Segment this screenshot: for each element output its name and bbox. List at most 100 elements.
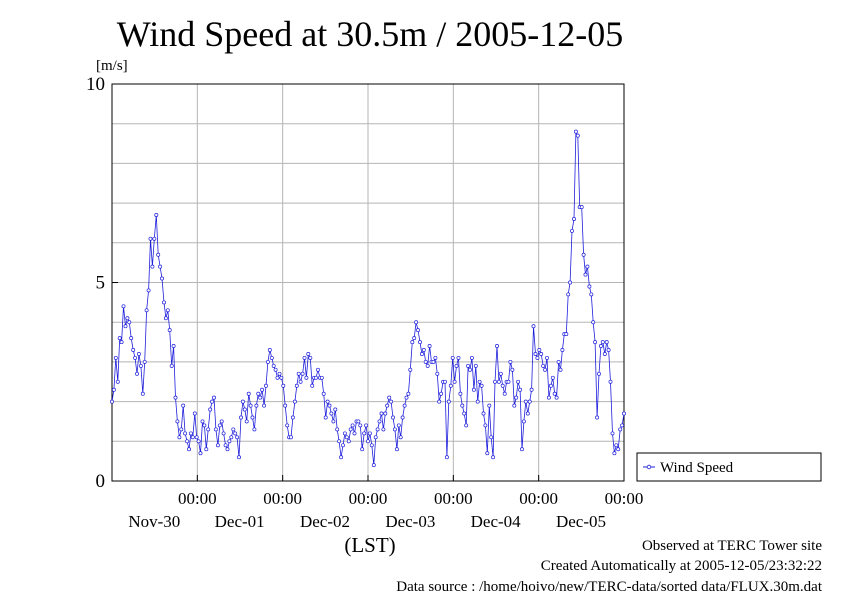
data-point [423,359,428,364]
x-tick-time-label: 00:00 [263,489,302,508]
data-point [462,411,467,416]
x-tick-time-label: 00:00 [349,489,388,508]
data-point [281,383,286,388]
data-point [308,355,313,360]
y-tick-label: 5 [96,273,106,294]
data-point [344,435,349,440]
data-point [267,348,272,352]
data-point [444,455,449,460]
data-point [502,391,507,396]
data-point [521,419,526,424]
data-point [289,435,293,440]
data-point [400,415,405,420]
x-tick-time-label: 00:00 [605,489,644,508]
data-point [333,407,338,412]
data-point [564,332,569,337]
data-point [329,411,334,416]
data-point [283,403,288,408]
data-point [233,431,238,436]
data-point [269,355,274,360]
data-point [223,443,228,448]
data-point [602,352,607,356]
data-point [581,252,586,257]
data-point [356,419,361,424]
data-point [446,399,451,404]
data-point [566,292,571,297]
data-point [545,355,549,360]
data-point [418,340,422,345]
data-point [300,371,305,376]
data-point [506,379,511,384]
data-point [610,431,615,436]
x-tick-date-label: Dec-05 [556,512,606,531]
x-tick-date-label: Nov-30 [128,512,180,531]
data-point [158,264,163,269]
data-point [348,427,353,432]
data-point [196,439,201,444]
x-tick-date-label: Dec-02 [300,512,350,531]
data-point [568,280,573,285]
data-point [240,399,245,404]
data-point [414,320,419,325]
x-tick-date-label: Dec-03 [385,512,435,531]
data-point [115,379,120,384]
data-point [360,447,365,452]
data-point [154,213,159,217]
data-point [543,367,548,372]
data-point [235,435,240,440]
data-point [152,236,157,241]
y-axis-unit-label: [m/s] [96,58,128,74]
legend-box [636,452,822,482]
data-point [162,300,166,305]
data-point [175,419,180,424]
data-point [129,336,134,341]
data-point [589,292,594,297]
data-point [111,387,116,392]
data-point [277,371,282,376]
data-point [468,367,472,372]
data-point [279,375,284,380]
data-point [604,340,609,345]
data-point [556,359,561,364]
data-point [325,399,330,404]
data-point [385,403,390,408]
data-point [212,395,216,400]
data-point [185,439,190,444]
data-point [225,447,230,452]
data-point [598,344,603,348]
data-point [314,375,318,380]
data-point [321,391,326,396]
data-point [265,359,270,364]
data-point [425,363,430,368]
footer-created: Created Automatically at 2005-12-05/23:3… [541,558,822,574]
x-tick-time-label: 00:00 [434,489,473,508]
data-point [514,395,519,400]
data-point [473,363,478,368]
data-point [341,443,345,448]
data-point [394,447,399,452]
data-point [606,348,611,352]
y-tick-label: 10 [86,74,105,95]
data-point [231,427,236,432]
data-point [464,423,469,428]
data-point [163,316,168,321]
data-point [125,316,130,321]
data-point [200,419,205,424]
data-point [169,363,174,368]
data-point [381,427,386,432]
data-point [572,217,576,221]
data-point [290,415,295,420]
data-point [518,387,523,392]
data-point [316,367,320,372]
data-point [160,276,164,281]
data-point [144,308,149,313]
data-point [550,375,555,380]
data-point [593,340,598,345]
data-point [412,336,417,341]
data-point [331,419,336,424]
data-point [554,395,559,400]
data-point [204,447,209,452]
data-point [616,447,621,452]
data-point [398,435,403,440]
data-point [416,328,420,333]
